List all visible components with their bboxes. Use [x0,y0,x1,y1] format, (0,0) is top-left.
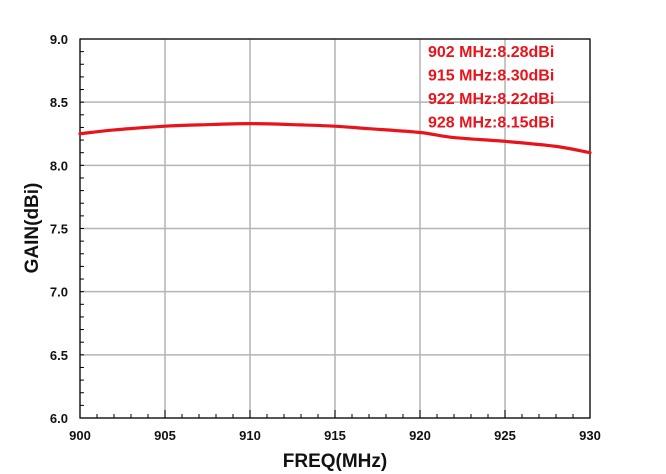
plot-frame [79,38,591,419]
x-tick-label: 920 [409,428,431,443]
x-tick-label: 930 [579,428,601,443]
gain-annotation: 928 MHz:8.15dBi [428,115,554,132]
y-tick-label: 7.0 [50,285,68,300]
y-tick-label: 6.5 [50,348,68,363]
y-tick-label: 6.0 [50,411,68,426]
x-tick-label: 915 [324,428,346,443]
x-tick-label: 905 [154,428,176,443]
gain-annotation: 922 MHz:8.22dBi [428,91,554,108]
gain-annotation: 915 MHz:8.30dBi [428,68,554,85]
y-tick-label: 8.0 [50,158,68,173]
y-tick-labels: 6.0 6.5 7.0 7.5 8.0 8.5 9.0 [50,32,68,426]
x-tick-label: 910 [239,428,261,443]
series-layer [78,122,592,155]
y-axis-title: GAIN(dBi) [22,183,43,274]
gain-series-line [78,122,592,155]
plot-border [79,38,591,419]
y-tick-label: 9.0 [50,32,68,47]
x-axis-title: FREQ(MHz) [283,451,387,472]
x-tick-label: 925 [494,428,516,443]
gain-annotation: 902 MHz:8.28dBi [428,44,554,61]
x-tick-label: 900 [69,428,91,443]
annotations: 902 MHz:8.28dBi 915 MHz:8.30dBi 922 MHz:8.… [428,44,554,132]
x-tick-labels: 900 905 910 915 920 925 930 [69,428,601,443]
y-tick-label: 7.5 [50,222,68,237]
y-tick-label: 8.5 [50,95,68,110]
